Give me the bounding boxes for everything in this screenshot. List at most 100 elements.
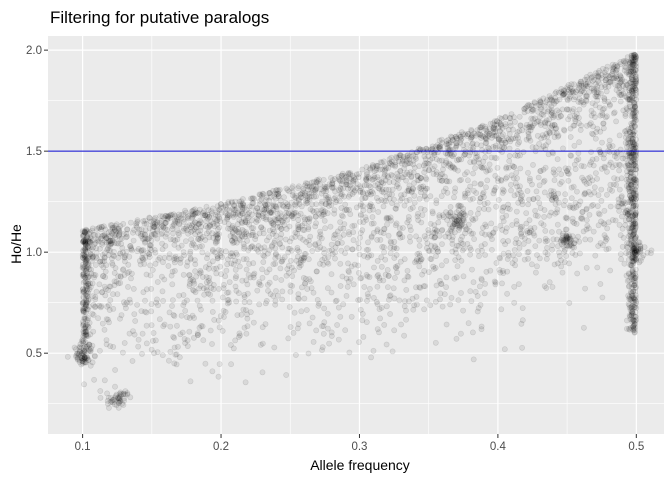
data-point: [97, 347, 103, 354]
data-point: [488, 134, 495, 141]
data-point: [100, 273, 107, 280]
data-point: [477, 126, 483, 133]
data-point: [138, 308, 145, 314]
data-point: [390, 178, 397, 185]
data-point: [338, 191, 345, 198]
data-point: [193, 224, 200, 231]
data-point: [630, 173, 637, 180]
data-point: [460, 205, 467, 212]
data-point: [542, 164, 549, 171]
data-point: [89, 237, 96, 244]
data-point: [313, 201, 320, 207]
data-point: [476, 206, 482, 212]
data-point: [281, 215, 288, 221]
data-point: [272, 203, 279, 209]
data-point: [633, 234, 639, 241]
data-point: [543, 130, 550, 137]
data-point: [614, 63, 621, 70]
data-point: [243, 277, 250, 284]
data-point: [534, 213, 541, 219]
data-point: [413, 293, 420, 300]
data-point: [248, 232, 255, 238]
data-point: [99, 223, 105, 230]
data-point: [343, 292, 350, 299]
data-point: [239, 200, 246, 207]
data-point: [141, 260, 148, 267]
data-point: [315, 302, 322, 309]
data-point: [560, 87, 567, 94]
data-point: [403, 286, 410, 293]
data-point: [405, 273, 412, 280]
data-point: [370, 220, 377, 227]
data-point: [152, 337, 159, 344]
data-point: [478, 142, 485, 149]
data-point: [192, 268, 198, 275]
data-point: [506, 145, 513, 152]
data-point: [81, 239, 88, 246]
data-point: [98, 261, 105, 268]
data-point: [189, 208, 196, 214]
data-point: [99, 251, 106, 258]
data-point: [610, 110, 617, 117]
data-point: [469, 266, 475, 273]
data-point: [241, 324, 248, 331]
data-point: [460, 273, 467, 280]
data-point: [505, 126, 512, 133]
data-point: [525, 248, 532, 255]
data-point: [315, 178, 321, 184]
data-point: [554, 107, 561, 114]
data-point: [571, 96, 577, 103]
data-point: [182, 238, 189, 244]
data-point: [416, 242, 423, 249]
data-point: [398, 174, 405, 181]
data-point: [449, 164, 456, 171]
data-point: [340, 185, 346, 192]
data-point: [269, 220, 276, 226]
data-point: [158, 224, 165, 231]
data-point: [542, 120, 549, 126]
data-point: [594, 264, 601, 271]
data-point: [488, 154, 495, 161]
data-point: [421, 267, 428, 274]
data-point: [535, 174, 542, 181]
data-point: [367, 184, 374, 190]
data-point: [469, 329, 476, 336]
data-point: [609, 143, 616, 149]
data-point: [405, 171, 412, 178]
data-point: [359, 189, 366, 196]
data-point: [224, 214, 231, 221]
data-point: [82, 260, 89, 266]
cluster-point: [446, 213, 453, 220]
data-point: [98, 235, 104, 242]
data-point: [401, 332, 407, 339]
data-point: [516, 251, 522, 258]
data-point: [546, 212, 553, 219]
data-point: [156, 316, 163, 323]
data-point: [365, 191, 371, 198]
data-point: [594, 125, 601, 132]
cluster-point: [92, 353, 98, 360]
data-point: [248, 243, 255, 250]
data-point: [112, 367, 118, 373]
data-point: [520, 240, 527, 247]
data-point: [489, 230, 496, 237]
data-point: [511, 283, 518, 290]
data-point: [410, 186, 417, 192]
data-point: [366, 285, 373, 292]
data-point: [196, 206, 203, 213]
data-point: [313, 327, 320, 334]
data-point: [426, 161, 433, 167]
data-point: [313, 193, 319, 200]
data-point: [397, 168, 404, 175]
data-point: [632, 284, 639, 290]
data-point: [627, 65, 634, 72]
data-point: [396, 154, 402, 161]
data-point: [259, 369, 266, 376]
data-point: [215, 373, 222, 380]
data-point: [271, 239, 278, 246]
data-point: [303, 307, 310, 313]
data-point: [131, 226, 137, 233]
data-point: [556, 109, 562, 116]
data-point: [398, 195, 405, 202]
data-point: [559, 106, 566, 113]
